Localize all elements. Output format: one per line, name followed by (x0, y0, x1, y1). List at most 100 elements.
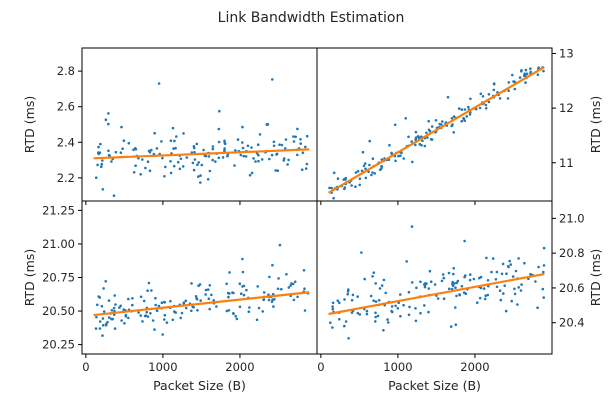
data-point (305, 162, 309, 166)
data-point (371, 275, 374, 278)
data-point (362, 164, 366, 168)
data-point (442, 297, 446, 301)
data-point (127, 316, 130, 320)
data-point (221, 156, 225, 159)
data-point (487, 100, 491, 104)
y-tick-label: 21.25 (42, 203, 75, 217)
data-point (384, 291, 388, 295)
data-point (502, 292, 505, 295)
data-point (289, 284, 292, 287)
x-tick-label: 0 (317, 360, 324, 374)
data-point (393, 123, 397, 127)
data-point (214, 160, 217, 163)
data-point (100, 304, 104, 308)
data-point (411, 160, 414, 164)
data-point (171, 126, 175, 130)
data-point (169, 299, 172, 303)
data-point (215, 305, 218, 308)
data-point (182, 132, 185, 135)
data-point (519, 289, 523, 292)
data-point (284, 138, 288, 141)
data-point (462, 117, 465, 120)
x-tick-label: 0 (82, 360, 89, 374)
data-point (97, 151, 100, 154)
data-point (479, 92, 483, 96)
data-point (184, 306, 188, 310)
data-point (331, 307, 335, 311)
data-point (223, 139, 226, 143)
data-point (242, 154, 245, 158)
data-point (227, 295, 230, 299)
data-point (374, 300, 378, 303)
data-point (118, 306, 121, 309)
y-axis-label: RTD (ms) (588, 96, 603, 153)
data-point (254, 160, 257, 163)
data-point (150, 148, 153, 152)
data-point (234, 314, 237, 318)
fit-line (328, 66, 545, 194)
data-point (278, 243, 282, 247)
data-point (292, 140, 296, 143)
data-point (436, 297, 440, 300)
data-point (255, 318, 259, 322)
chart-title: Link Bandwidth Estimation (218, 10, 405, 26)
data-point (100, 162, 104, 166)
data-point (265, 123, 269, 127)
data-point (171, 318, 175, 322)
data-point (447, 271, 451, 275)
data-point (146, 289, 149, 293)
data-point (271, 78, 274, 81)
data-point (442, 276, 446, 280)
data-point (196, 163, 199, 167)
data-point (270, 300, 274, 304)
data-point (376, 314, 380, 318)
data-point (525, 72, 529, 76)
data-point (374, 315, 378, 319)
data-point (217, 140, 221, 144)
data-point (238, 282, 242, 286)
data-point (157, 82, 161, 85)
data-point (361, 150, 365, 154)
data-point (114, 303, 117, 306)
data-point (513, 292, 517, 296)
data-point (149, 312, 152, 315)
data-point (211, 147, 215, 151)
data-point (119, 151, 123, 154)
data-point (172, 147, 175, 150)
data-point (121, 147, 124, 150)
data-point (181, 165, 185, 168)
data-point (286, 163, 289, 166)
data-point (455, 294, 458, 298)
data-point (329, 321, 332, 325)
data-point (139, 295, 143, 299)
data-point (303, 287, 306, 291)
data-point (119, 304, 122, 308)
data-point (184, 299, 188, 303)
data-point (300, 168, 304, 171)
data-point (238, 305, 242, 309)
data-point (195, 297, 198, 300)
data-point (112, 306, 116, 310)
data-point (399, 314, 402, 318)
data-point (180, 311, 184, 315)
data-point (258, 133, 262, 136)
data-point (354, 171, 358, 174)
data-point (239, 292, 243, 296)
data-point (202, 148, 205, 152)
data-point (111, 317, 114, 321)
data-point (451, 123, 454, 126)
data-point (114, 150, 118, 154)
data-point (504, 309, 508, 313)
data-point (542, 246, 546, 250)
data-point (223, 142, 227, 146)
data-point (397, 154, 400, 158)
data-point (394, 304, 397, 308)
data-point (228, 271, 231, 274)
data-point (242, 293, 246, 297)
data-point (290, 282, 293, 285)
data-point (343, 186, 347, 189)
data-point (410, 140, 414, 143)
data-point (460, 285, 464, 288)
data-point (331, 326, 334, 329)
y-tick-label: 20.75 (42, 271, 75, 285)
